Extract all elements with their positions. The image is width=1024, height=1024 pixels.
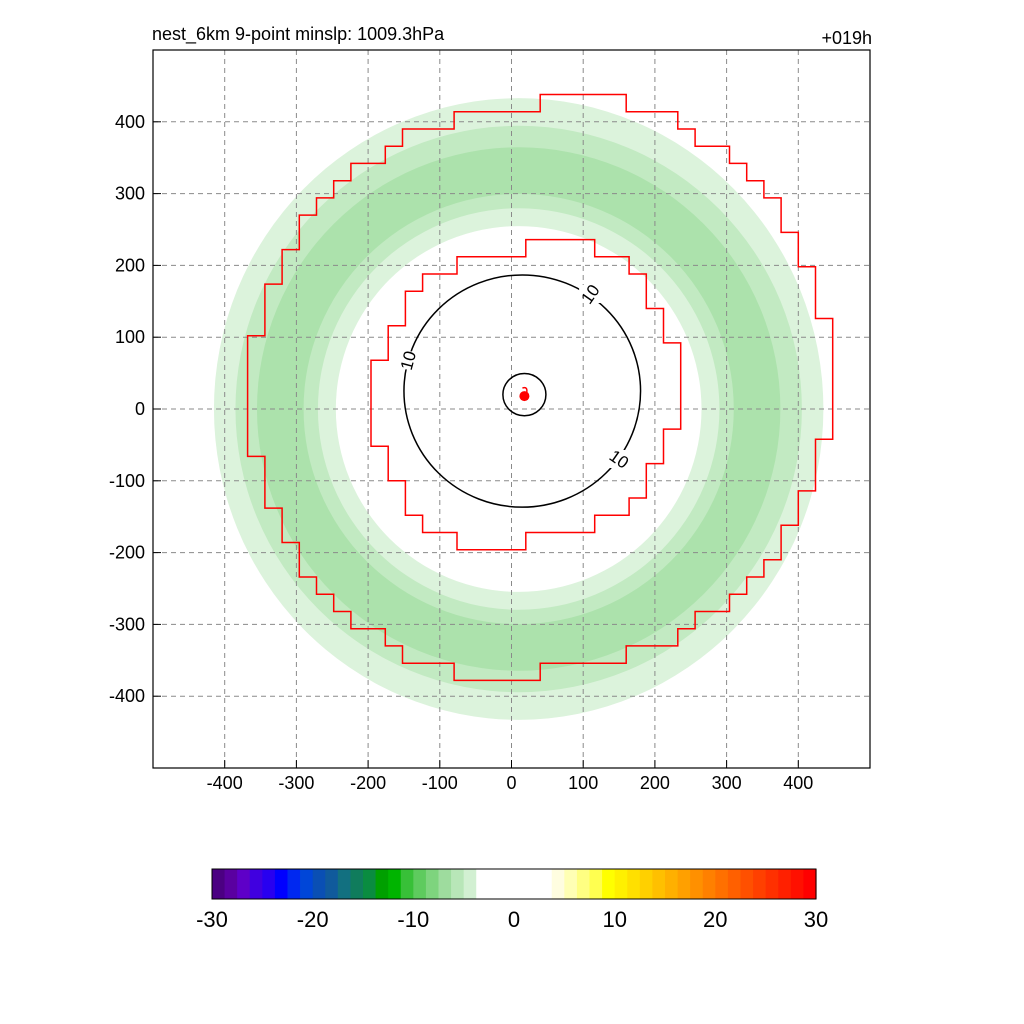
colorbar-tick-label: -30 — [196, 907, 228, 932]
colorbar-cell — [388, 869, 402, 899]
colorbar-cell — [765, 869, 779, 899]
contour-line — [403, 274, 642, 508]
y-axis: 400 300 200 100 0 -100 -200 -300 -400 — [109, 112, 161, 706]
colorbar-cell — [312, 869, 326, 899]
colorbar-cell — [551, 869, 565, 899]
colorbar-cell — [501, 869, 515, 899]
colorbar-cell — [212, 869, 226, 899]
y-tick-label: -400 — [109, 686, 145, 706]
x-tick-label: -300 — [278, 773, 314, 793]
x-tick-label: -200 — [350, 773, 386, 793]
x-tick-label: -100 — [422, 773, 458, 793]
y-tick-label: -100 — [109, 471, 145, 491]
red-step-outlines — [246, 93, 834, 682]
x-tick-label: -400 — [207, 773, 243, 793]
colorbar-cell — [287, 869, 301, 899]
colorbar-cell — [753, 869, 767, 899]
colorbar-cell — [715, 869, 729, 899]
colorbar-tick-label: 10 — [602, 907, 626, 932]
hurricane-icon-arm — [522, 386, 528, 395]
x-axis: -400 -300 -200 -100 0 100 200 300 400 — [207, 760, 813, 793]
colorbar-cell — [375, 869, 389, 899]
colorbar-tick-label: 20 — [703, 907, 727, 932]
x-tick-label: 200 — [640, 773, 670, 793]
y-tick-label: 300 — [115, 184, 145, 204]
colorbar-cell — [702, 869, 716, 899]
colorbar-tick-label: 30 — [804, 907, 828, 932]
y-tick-label: 100 — [115, 327, 145, 347]
colorbar-cell — [677, 869, 691, 899]
contour-label-bg — [579, 285, 602, 304]
colorbar-tick-label: 0 — [508, 907, 520, 932]
storm-center-marker — [519, 386, 530, 402]
grid-lines — [153, 50, 870, 768]
colorbar-ticks: -30 -20 -10 0 10 20 30 — [196, 907, 828, 932]
colorbar-cell — [740, 869, 754, 899]
colorbar-cell — [438, 869, 452, 899]
colorbar-cell — [514, 869, 528, 899]
contour-label-bg — [396, 351, 419, 370]
forecast-hour: +019h — [821, 28, 872, 48]
colorbar-cell — [803, 869, 817, 899]
colorbar-cell — [413, 869, 427, 899]
y-tick-label: -300 — [109, 614, 145, 634]
colorbar-cell — [249, 869, 263, 899]
colorbar-cell — [589, 869, 603, 899]
colorbar-cell — [337, 869, 352, 899]
colorbar-cell — [262, 869, 276, 899]
colorbar-cell — [425, 869, 440, 899]
colorbar-cell — [727, 869, 742, 899]
colorbar-cell — [300, 869, 314, 899]
colorbar-cell — [627, 869, 641, 899]
chart-title: nest_6km 9-point minslp: 1009.3hPa — [152, 24, 445, 45]
contour-label: 10 — [397, 349, 420, 372]
y-tick-label: 0 — [135, 399, 145, 419]
x-tick-label: 0 — [506, 773, 516, 793]
colorbar-cell — [463, 869, 477, 899]
contour-line — [502, 372, 547, 417]
y-tick-label: -200 — [109, 543, 145, 563]
colorbar-cell — [539, 869, 553, 899]
colorbar — [211, 868, 817, 900]
colorbar-cell — [778, 869, 792, 899]
colorbar-cell — [400, 869, 414, 899]
colorbar-cell — [488, 869, 503, 899]
colorbar-cell — [451, 869, 465, 899]
x-tick-label: 300 — [712, 773, 742, 793]
colorbar-cell — [652, 869, 666, 899]
colorbar-tick-label: -10 — [397, 907, 429, 932]
shaded-field — [213, 98, 824, 720]
colorbar-cell — [350, 869, 364, 899]
colorbar-cell — [602, 869, 616, 899]
red-outline-inner — [370, 238, 682, 551]
colorbar-cell — [224, 869, 238, 899]
colorbar-cell — [526, 869, 540, 899]
y-tick-label: 200 — [115, 255, 145, 275]
colorbar-cell — [790, 869, 805, 899]
hurricane-icon — [519, 391, 530, 402]
colorbar-cell — [237, 869, 251, 899]
y-tick-label: 400 — [115, 112, 145, 132]
colorbar-frame — [211, 868, 817, 900]
x-tick-label: 100 — [568, 773, 598, 793]
contour-label-bg — [608, 450, 631, 469]
x-tick-label: 400 — [783, 773, 813, 793]
colorbar-cell — [665, 869, 679, 899]
colorbar-cell — [363, 869, 377, 899]
colorbar-cell — [639, 869, 654, 899]
colorbar-cell — [564, 869, 578, 899]
colorbar-cell — [576, 869, 591, 899]
colorbar-cell — [690, 869, 704, 899]
colorbar-cell — [274, 869, 289, 899]
colorbar-tick-label: -20 — [297, 907, 329, 932]
red-outline-outer — [246, 93, 834, 682]
colorbar-cell — [325, 869, 339, 899]
colorbar-cell — [476, 869, 490, 899]
colorbar-cell — [614, 869, 628, 899]
